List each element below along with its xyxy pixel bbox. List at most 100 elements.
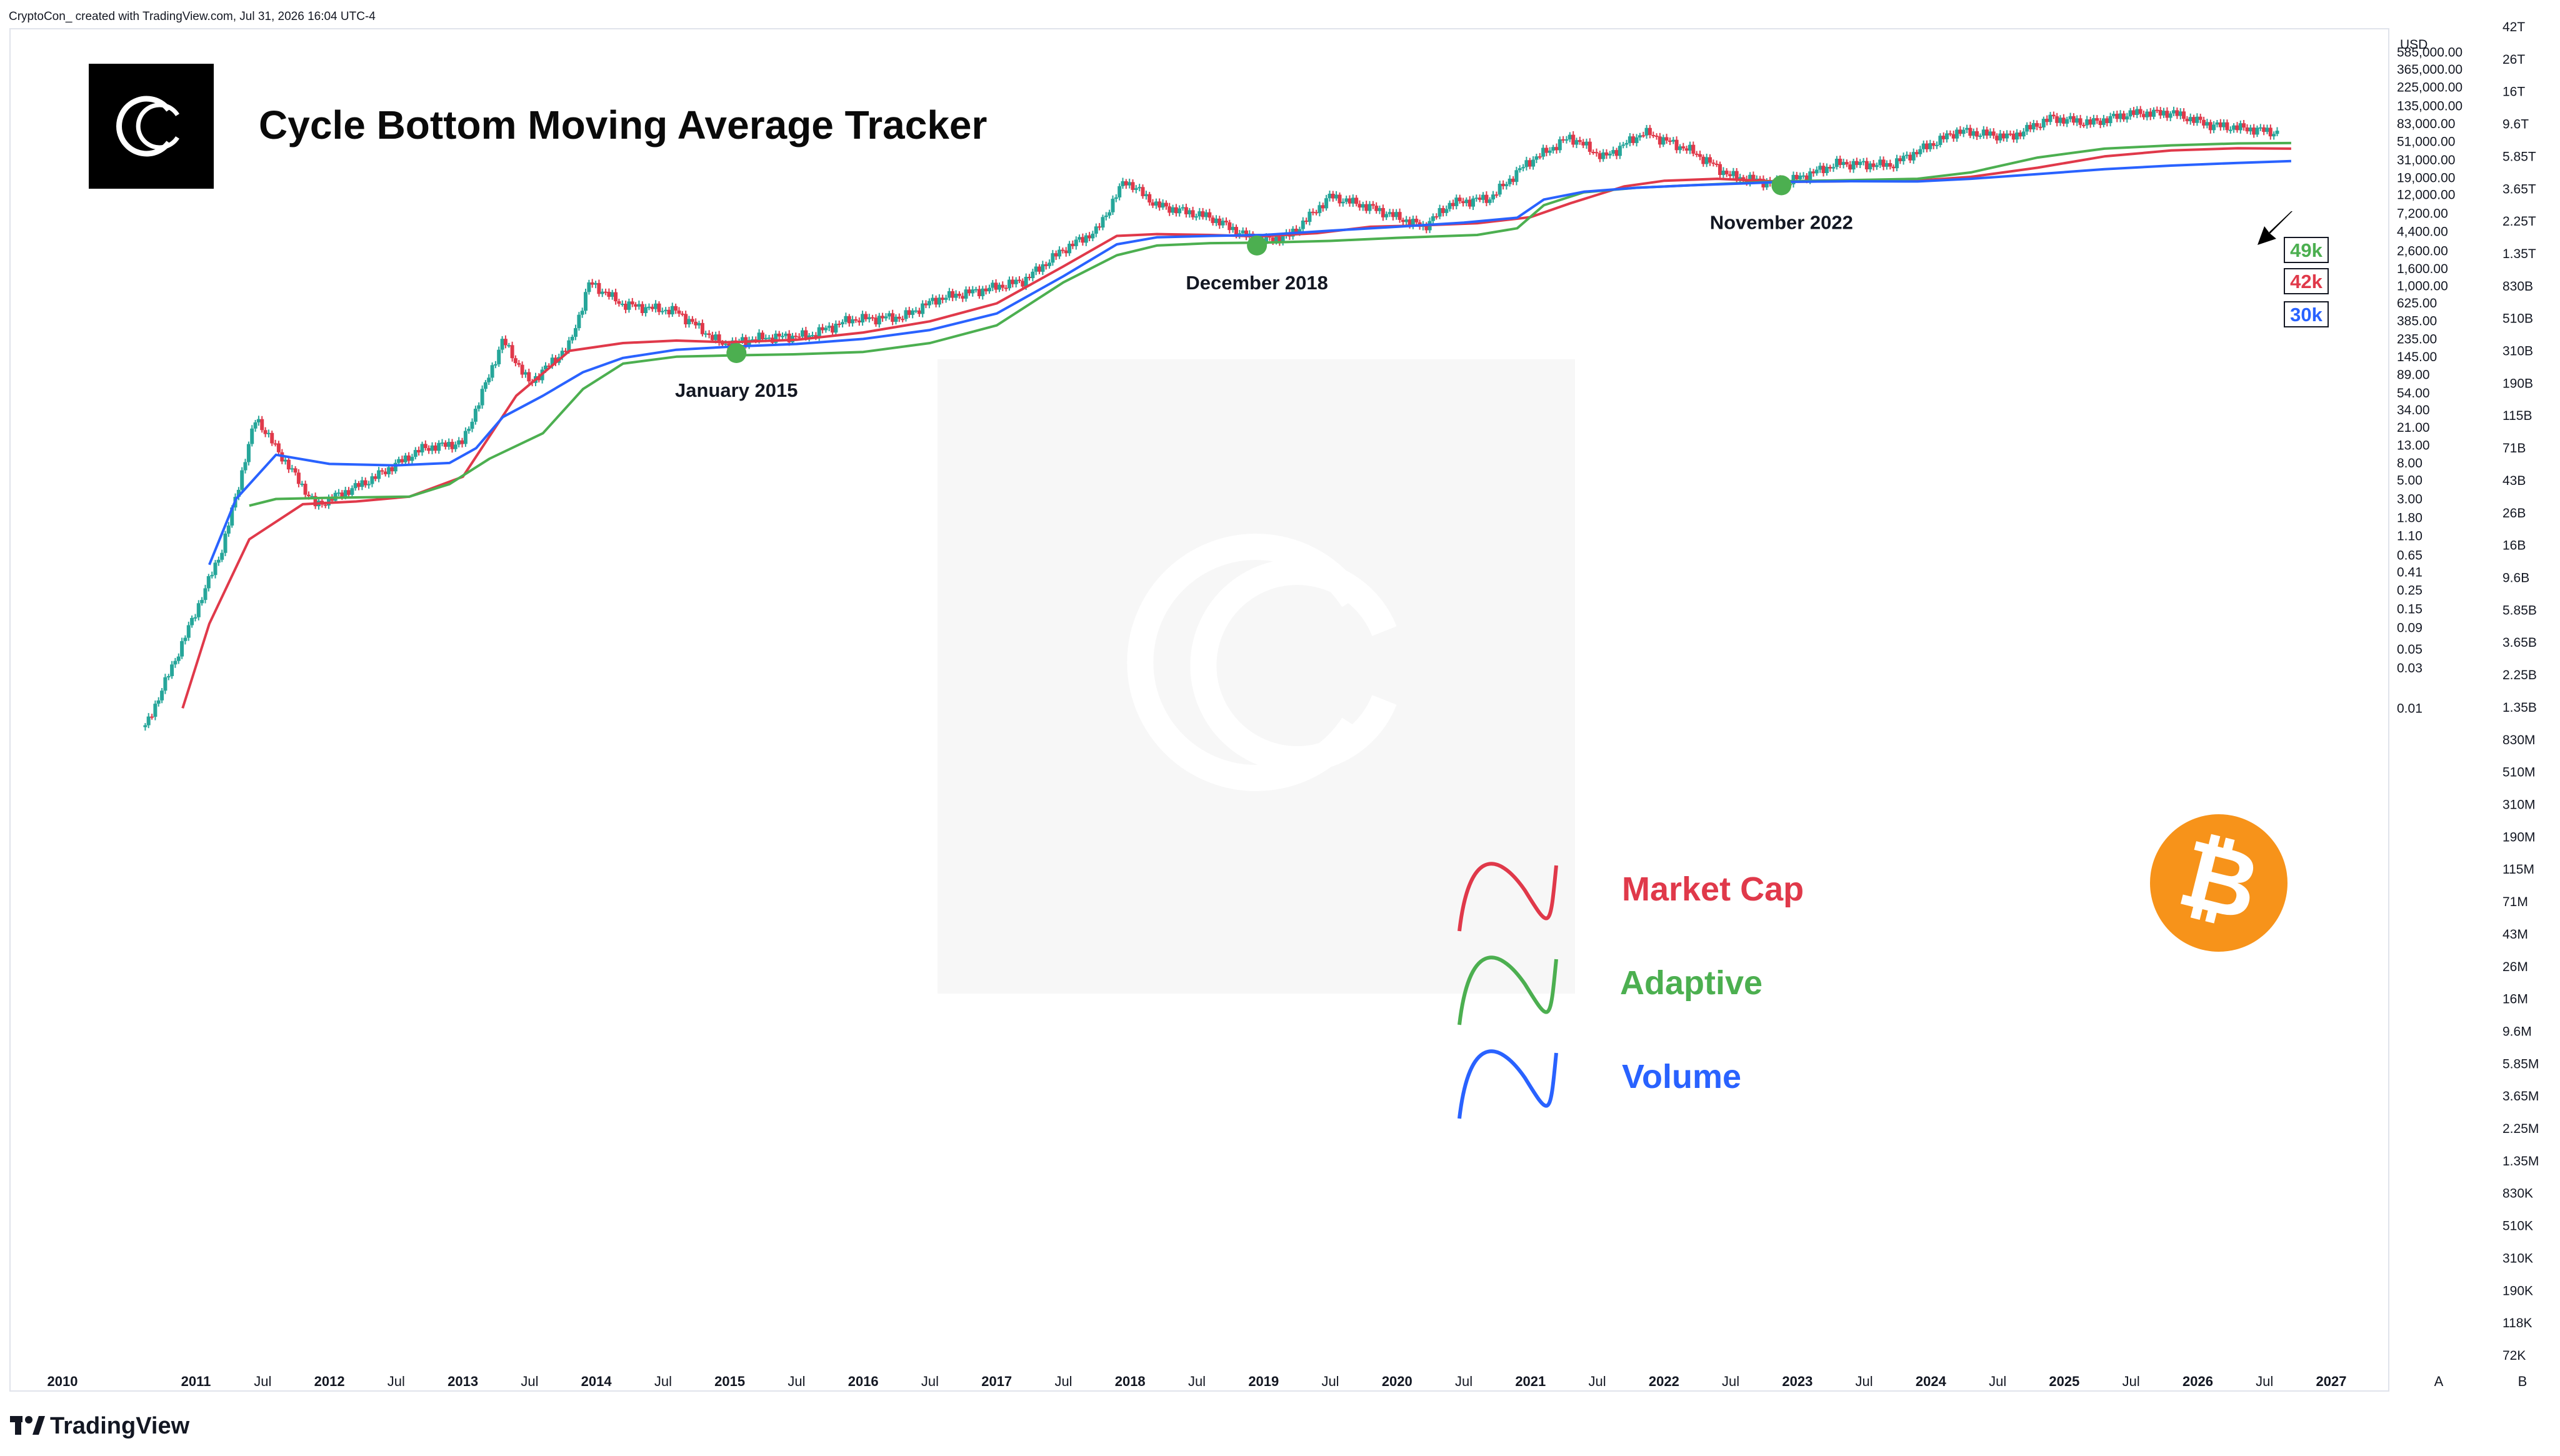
- candle: [1081, 233, 1085, 246]
- candle: [620, 300, 624, 307]
- marketcap-axis[interactable]: 42T 26T 16T 9.6T 5.85T 3.65T 2.25T 1.35T 830B 510…: [2502, 20, 2539, 1363]
- candle: [1018, 276, 1021, 284]
- marketcap-tick-label: 26M: [2502, 960, 2528, 974]
- candle: [1561, 136, 1566, 143]
- price-tick-label: 1.10: [2397, 529, 2422, 543]
- x-tick-label: 2014: [581, 1374, 612, 1389]
- x-tick-label: Jul: [1455, 1374, 1472, 1389]
- candle: [927, 298, 931, 309]
- candle: [1551, 144, 1556, 154]
- candle: [2091, 114, 2096, 127]
- x-tick-label: 2024: [1916, 1374, 1947, 1389]
- candle: [941, 294, 945, 304]
- candle: [1905, 151, 1909, 159]
- marketcap-tick-label: 16T: [2502, 85, 2525, 99]
- tradingview-brand: TradingView: [50, 1413, 190, 1439]
- price-tick-label: 34.00: [2397, 403, 2430, 417]
- marketcap-tick-label: 118K: [2502, 1316, 2532, 1330]
- candle: [2228, 126, 2232, 134]
- candle: [457, 437, 461, 447]
- price-tick-label: 1,000.00: [2397, 279, 2448, 293]
- candle: [1668, 137, 1672, 146]
- candle: [964, 286, 968, 302]
- candle: [2218, 119, 2222, 131]
- price-tick-label: 83,000.00: [2397, 117, 2455, 131]
- candle: [463, 427, 468, 447]
- candle: [2248, 124, 2252, 135]
- marketcap-tick-label: 310M: [2502, 798, 2536, 812]
- candle: [2178, 108, 2182, 120]
- candle: [1328, 191, 1332, 202]
- price-tick-label: 4,400.00: [2397, 224, 2448, 239]
- marketcap-tick-label: 43M: [2502, 927, 2528, 942]
- candle: [2105, 116, 2109, 127]
- candle: [1601, 149, 1606, 162]
- candle: [1368, 201, 1372, 214]
- candle: [1184, 204, 1188, 218]
- candle: [1138, 184, 1142, 192]
- scale-mode-toggle[interactable]: B: [2518, 1374, 2528, 1389]
- candle: [994, 279, 998, 293]
- candle: [680, 311, 684, 317]
- candle: [624, 301, 628, 314]
- candle: [1554, 143, 1559, 154]
- candle: [2028, 121, 2032, 132]
- candle: [1975, 127, 1979, 140]
- candle: [1978, 133, 1982, 139]
- candle: [1971, 128, 1976, 139]
- x-tick-label: Jul: [521, 1374, 538, 1389]
- candle: [617, 299, 621, 307]
- candle: [1654, 133, 1659, 140]
- candle: [2075, 115, 2079, 126]
- candle: [831, 323, 835, 336]
- last-value-badge-adaptive: 49k: [2284, 237, 2329, 263]
- candle: [2132, 107, 2136, 117]
- candle: [2222, 119, 2226, 131]
- candle: [837, 321, 841, 328]
- marketcap-tick-label: 1.35M: [2502, 1154, 2539, 1169]
- currency-label[interactable]: USD: [2400, 37, 2428, 52]
- price-tick-label: 89.00: [2397, 367, 2430, 382]
- last-value-badges: 49k 42k 30k: [2284, 237, 2329, 327]
- candle: [1518, 165, 1522, 173]
- marketcap-tick-label: 190B: [2502, 376, 2533, 391]
- candle: [190, 615, 194, 628]
- cycle-bottom-label: November 2022: [1710, 212, 1853, 234]
- candle: [163, 674, 168, 694]
- candle: [296, 469, 301, 487]
- candle: [357, 481, 361, 491]
- candle: [884, 313, 888, 321]
- price-tick-label: 21.00: [2397, 421, 2430, 435]
- candle: [1478, 194, 1482, 202]
- candle: [1084, 232, 1088, 246]
- price-axis[interactable]: 585,000.00 365,000.00 225,000.00 135,000.00…: [2397, 45, 2462, 716]
- candle: [170, 661, 174, 679]
- candle: [477, 402, 481, 412]
- marketcap-tick-label: 115M: [2502, 862, 2534, 877]
- candle: [2015, 129, 2019, 143]
- candle: [470, 418, 474, 432]
- candle: [1838, 156, 1842, 168]
- price-tick-label: 51,000.00: [2397, 135, 2455, 149]
- candle: [1874, 162, 1879, 170]
- x-tick-label: Jul: [2122, 1374, 2140, 1389]
- candle: [911, 308, 915, 319]
- candle: [574, 324, 578, 341]
- candle: [2265, 124, 2269, 134]
- candle: [1461, 197, 1465, 207]
- candle: [2162, 107, 2166, 118]
- candle: [1981, 126, 1986, 139]
- candle: [450, 439, 454, 453]
- legend-swatch-market-cap: [1458, 862, 1558, 932]
- candle: [293, 466, 298, 476]
- svg-text:49k: 49k: [2290, 239, 2322, 261]
- candle: [1644, 125, 1649, 139]
- x-tick-label: 2010: [48, 1374, 78, 1389]
- price-tick-label: 1.80: [2397, 511, 2422, 526]
- candle: [937, 294, 941, 307]
- x-tick-label: Jul: [388, 1374, 405, 1389]
- candle: [584, 289, 588, 314]
- candle: [2272, 131, 2276, 140]
- auto-scale-toggle[interactable]: A: [2434, 1374, 2444, 1389]
- candle: [420, 441, 424, 456]
